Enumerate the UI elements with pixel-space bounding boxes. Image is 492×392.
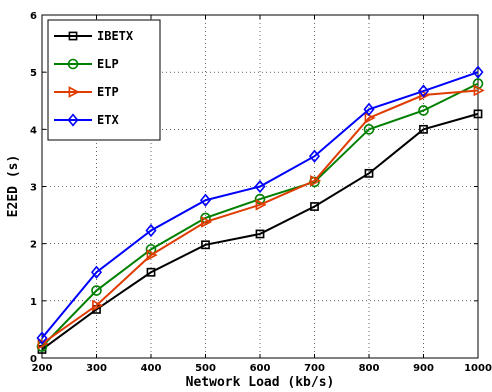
legend-label: ETP — [97, 85, 119, 99]
legend-entry-ibetx: IBETX — [54, 29, 134, 43]
data-point-etx — [363, 102, 375, 116]
x-tick-label: 900 — [413, 363, 434, 374]
legend-marker — [67, 58, 79, 70]
series-etp — [37, 84, 485, 350]
data-point-elp — [254, 193, 266, 205]
x-tick-label: 1000 — [464, 363, 492, 374]
series-line-ibetx — [41, 112, 479, 351]
legend-label: ETX — [97, 113, 119, 127]
series-line-etx — [41, 71, 479, 339]
data-point-etp — [364, 112, 376, 124]
x-axis-title: Network Load (kb/s) — [186, 375, 335, 390]
data-point-ibetx — [146, 267, 156, 277]
x-tick-label: 600 — [250, 363, 271, 374]
data-point-elp — [363, 124, 375, 135]
data-point-etx — [36, 331, 48, 345]
x-tick-label: 400 — [141, 363, 162, 374]
axis-ticks: 200 300 400 500 600 700 800 900 1000 0 1 2 3 4 5 6 — [30, 11, 492, 374]
data-point-etx — [145, 223, 157, 238]
data-point-etx — [417, 84, 430, 98]
data-point-etx — [90, 265, 103, 279]
y-tick-label: 4 — [30, 125, 37, 136]
data-point-elp — [145, 244, 157, 255]
data-point-ibetx — [473, 109, 483, 119]
x-tick-label: 800 — [359, 363, 380, 374]
data-point-elp — [36, 341, 48, 352]
data-point-etx — [472, 65, 484, 79]
x-tick-label: 500 — [195, 363, 216, 374]
data-point-etp — [473, 84, 485, 97]
y-tick-label: 0 — [30, 354, 37, 365]
legend-marker — [67, 113, 79, 127]
data-point-etp — [255, 198, 267, 211]
y-tick-label: 5 — [30, 68, 37, 79]
y-tick-label: 6 — [30, 11, 37, 22]
data-point-ibetx — [255, 229, 265, 239]
data-point-ibetx — [419, 124, 428, 134]
data-point-etp — [419, 89, 431, 101]
data-point-etp — [146, 249, 158, 261]
y-tick-label: 1 — [30, 297, 37, 308]
legend-label: IBETX — [97, 29, 134, 43]
y-axis-title: E2ED (s) — [6, 155, 21, 218]
legend-marker — [68, 31, 78, 41]
series-line-etp — [41, 89, 479, 345]
legend-label: ELP — [97, 57, 119, 71]
data-point-etp — [92, 299, 104, 312]
data-point-etp — [201, 216, 213, 228]
x-tick-label: 200 — [32, 363, 53, 374]
x-tick-label: 300 — [86, 363, 107, 374]
data-point-elp — [418, 105, 429, 116]
data-point-etx — [199, 193, 212, 207]
data-point-etp — [310, 174, 322, 187]
series-group — [36, 65, 485, 354]
legend: IBETX ELP ETP ETX — [47, 19, 161, 141]
data-point-ibetx — [201, 240, 210, 250]
data-point-etx — [254, 179, 266, 194]
legend-entry-elp: ELP — [54, 57, 119, 71]
x-tick-label: 700 — [304, 363, 325, 374]
series-etx — [36, 65, 484, 345]
data-point-etx — [308, 149, 321, 163]
legend-marker — [68, 86, 80, 98]
y-tick-label: 2 — [30, 240, 37, 251]
series-ibetx — [37, 109, 483, 354]
data-point-ibetx — [310, 202, 319, 211]
series-line-elp — [41, 82, 479, 348]
legend-entry-etp: ETP — [54, 85, 119, 99]
data-point-elp — [91, 285, 102, 296]
data-point-ibetx — [364, 168, 374, 178]
y-tick-label: 3 — [30, 183, 37, 194]
legend-entry-etx: ETX — [54, 113, 119, 127]
